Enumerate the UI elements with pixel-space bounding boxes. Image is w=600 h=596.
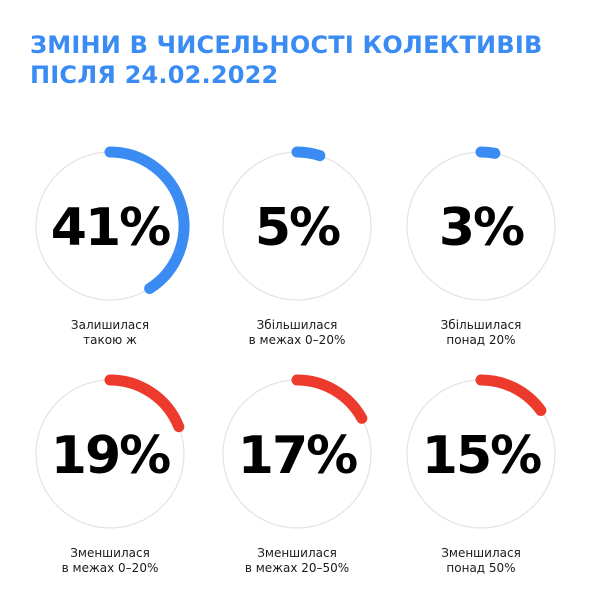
gauge-label-0-line-1: Залишилася xyxy=(70,318,150,332)
gauge-arc-4 xyxy=(291,374,368,424)
gauge-3: 19% xyxy=(35,374,185,529)
gauge-label-2-line-2: понад 20% xyxy=(446,333,516,347)
gauge-label-4-line-2: в межах 20–50% xyxy=(244,561,350,575)
chart-title-line-1: ЗМІНИ В ЧИСЕЛЬНОСТІ КОЛЕКТИВІВ xyxy=(30,31,543,59)
gauge-0: 41% xyxy=(35,146,190,301)
gauge-label-1-line-2: в межах 0–20% xyxy=(248,333,346,347)
gauge-label-1: Збільшилася в межах 0–20% xyxy=(212,318,382,348)
gauge-value-0: 41% xyxy=(51,198,170,258)
gauge-label-0-line-2: такою ж xyxy=(83,333,137,347)
gauge-label-3-line-2: в межах 0–20% xyxy=(61,561,159,575)
gauge-1: 5% xyxy=(222,146,372,301)
chart-title-line-2: ПІСЛЯ 24.02.2022 xyxy=(30,61,279,89)
gauge-label-2: Збільшилася понад 20% xyxy=(396,318,566,348)
gauge-arc-3 xyxy=(104,374,185,433)
gauge-label-3-line-1: Зменшилася xyxy=(70,546,150,560)
gauge-5: 15% xyxy=(406,374,556,529)
gauge-label-1-line-1: Збільшилася xyxy=(256,318,338,332)
gauge-label-5: Зменшилася понад 50% xyxy=(396,546,566,576)
gauge-value-2: 3% xyxy=(439,198,524,258)
chart-title: ЗМІНИ В ЧИСЕЛЬНОСТІ КОЛЕКТИВІВ ПІСЛЯ 24.… xyxy=(30,30,542,90)
gauge-arc-1 xyxy=(291,146,326,162)
gauge-label-3: Зменшилася в межах 0–20% xyxy=(25,546,195,576)
gauge-value-1: 5% xyxy=(255,198,340,258)
gauge-label-5-line-1: Зменшилася xyxy=(441,546,521,560)
gauge-label-5-line-2: понад 50% xyxy=(446,561,516,575)
gauge-arc-2 xyxy=(475,146,501,159)
gauge-label-4-line-1: Зменшилася xyxy=(257,546,337,560)
gauge-arc-5 xyxy=(475,374,547,416)
gauge-4: 17% xyxy=(222,374,372,529)
gauge-label-2-line-1: Збільшилася xyxy=(440,318,522,332)
gauge-label-4: Зменшилася в межах 20–50% xyxy=(212,546,382,576)
gauge-label-0: Залишилася такою ж xyxy=(25,318,195,348)
gauge-value-4: 17% xyxy=(238,426,357,486)
gauge-arc-0 xyxy=(104,146,190,294)
gauge-value-3: 19% xyxy=(51,426,170,486)
gauge-2: 3% xyxy=(406,146,556,301)
gauge-value-5: 15% xyxy=(422,426,541,486)
